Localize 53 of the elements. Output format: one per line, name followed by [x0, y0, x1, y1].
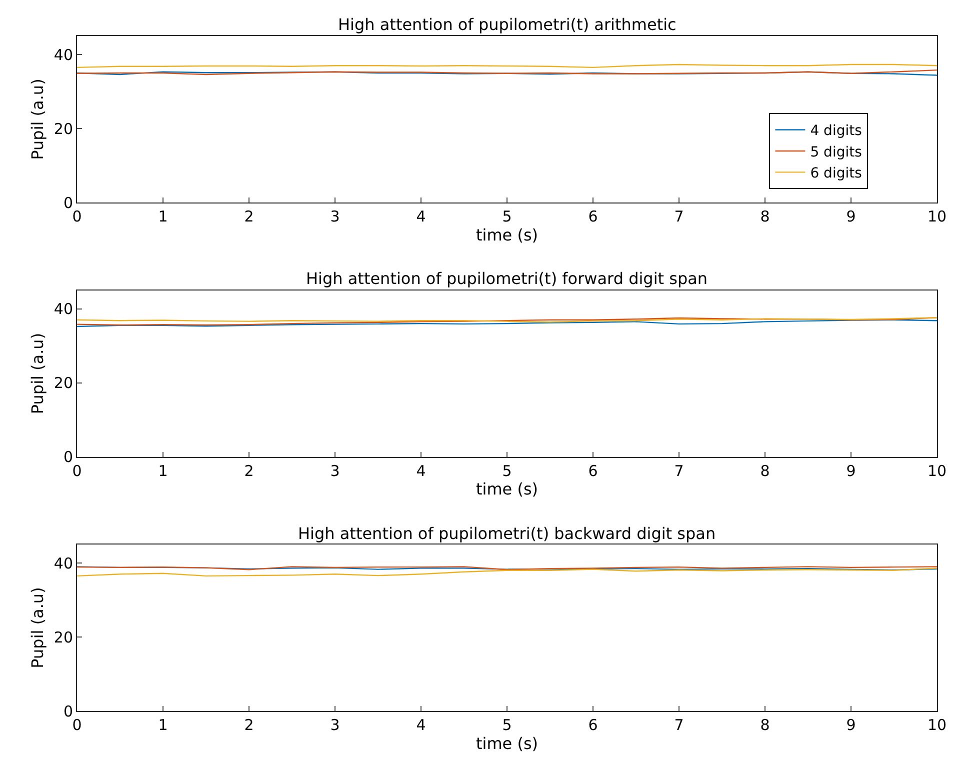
x-tick-label: 9 — [846, 462, 856, 480]
x-tick-label: 2 — [244, 716, 254, 734]
x-tick-label: 5 — [502, 462, 512, 480]
x-tick-label: 9 — [846, 208, 856, 226]
x-tick-label: 5 — [502, 208, 512, 226]
y-tick-label: 0 — [63, 448, 73, 466]
x-tick-label: 10 — [927, 716, 947, 734]
x-tick-label: 5 — [502, 716, 512, 734]
x-tick-label: 1 — [158, 208, 168, 226]
x-tick-label: 1 — [158, 716, 168, 734]
x-tick-label: 8 — [760, 716, 770, 734]
x-tick-label: 4 — [416, 716, 426, 734]
x-tick-label: 6 — [588, 462, 598, 480]
x-axis-title: time (s) — [476, 480, 538, 499]
y-tick-label: 20 — [54, 374, 73, 392]
y-tick-label: 40 — [54, 554, 73, 572]
y-axis-title: Pupil (a.u) — [28, 78, 47, 160]
x-tick-label: 8 — [760, 462, 770, 480]
y-axis-title: Pupil (a.u) — [28, 587, 47, 668]
x-tick-label: 7 — [674, 208, 684, 226]
x-tick-label: 4 — [416, 208, 426, 226]
x-tick-label: 7 — [674, 462, 684, 480]
x-axis-title: time (s) — [476, 734, 538, 753]
line-series — [77, 319, 937, 328]
x-axis-title: time (s) — [476, 226, 538, 244]
y-axis-title: Pupil (a.u) — [28, 332, 47, 414]
x-tick-label: 2 — [244, 462, 254, 480]
x-tick-label: 9 — [846, 716, 856, 734]
x-tick-label: 8 — [760, 208, 770, 226]
y-tick-label: 0 — [63, 194, 73, 212]
chart-title: High attention of pupilometri(t) arithmetic — [338, 15, 676, 34]
y-tick-label: 40 — [54, 300, 73, 318]
x-tick-label: 1 — [158, 462, 168, 480]
legend-label: 5 digits — [810, 144, 862, 160]
chart-title: High attention of pupilometri(t) forward digit span — [306, 269, 708, 288]
x-tick-label: 10 — [927, 462, 947, 480]
x-tick-label: 2 — [244, 208, 254, 226]
x-tick-label: 7 — [674, 716, 684, 734]
legend-label: 4 digits — [810, 123, 862, 140]
legend-label: 6 digits — [810, 166, 862, 182]
x-tick-label: 3 — [330, 208, 340, 226]
y-tick-label: 40 — [54, 46, 73, 64]
x-tick-label: 6 — [588, 208, 598, 226]
y-tick-label: 20 — [54, 120, 73, 138]
x-tick-label: 3 — [330, 462, 340, 480]
x-tick-label: 4 — [416, 462, 426, 480]
y-tick-label: 0 — [63, 702, 73, 720]
x-tick-label: 10 — [927, 208, 947, 226]
x-tick-label: 6 — [588, 716, 598, 734]
y-tick-label: 20 — [54, 628, 73, 646]
chart-title: High attention of pupilometri(t) backward digit span — [298, 524, 716, 543]
x-tick-label: 3 — [330, 716, 340, 734]
line-series — [77, 568, 937, 577]
